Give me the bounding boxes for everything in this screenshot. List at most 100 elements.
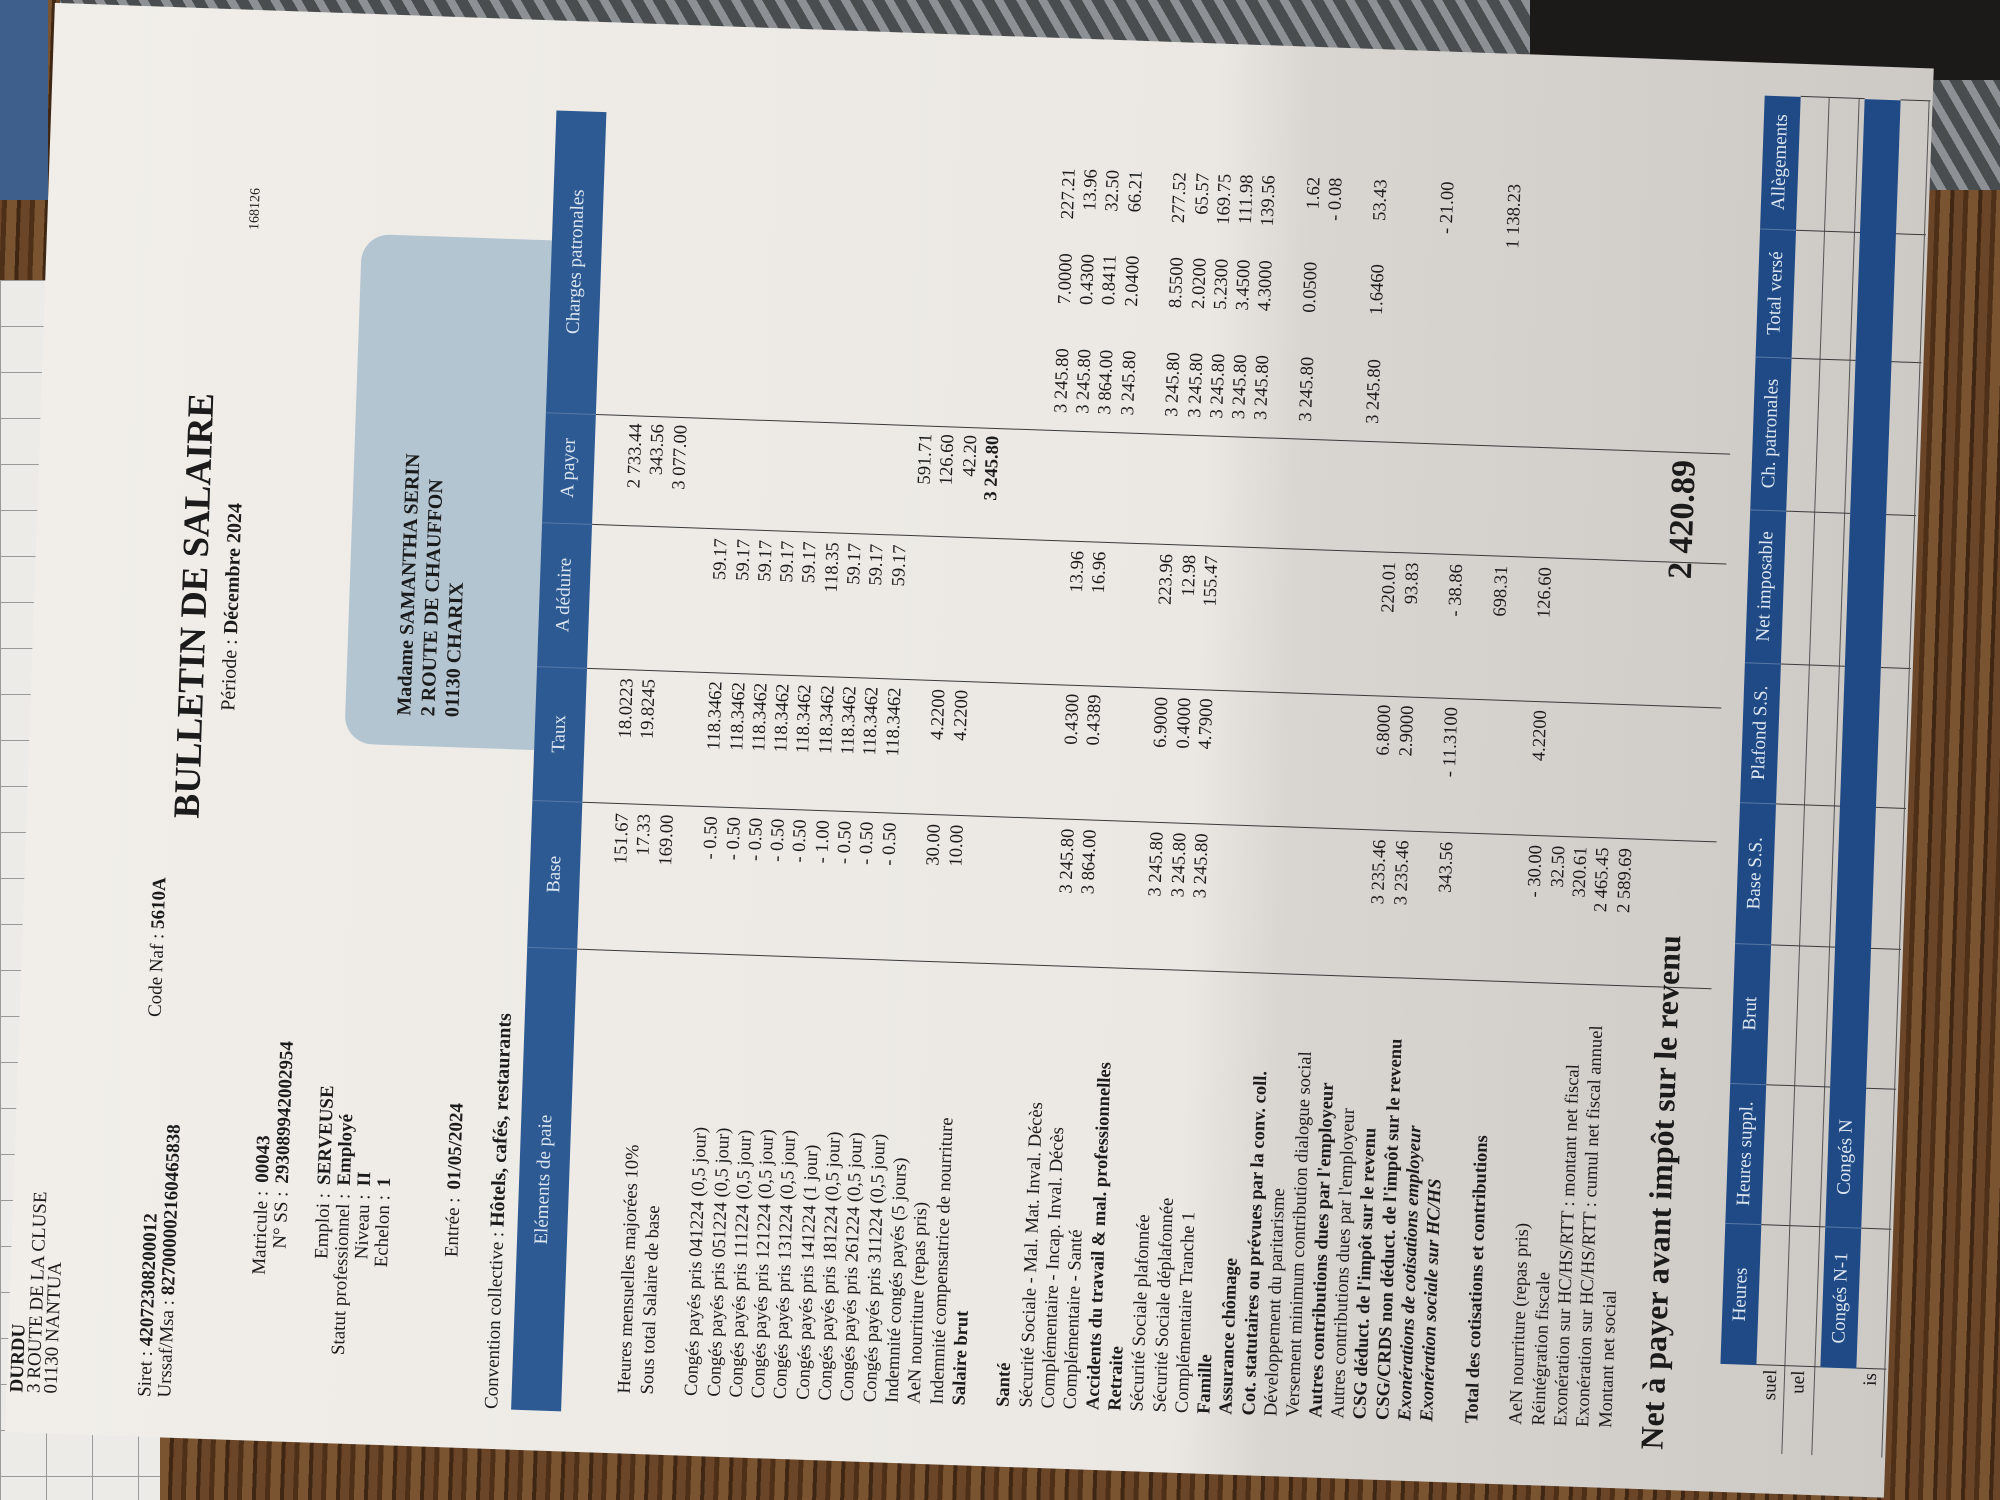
summary-header-heures: Heures (1728, 1267, 1752, 1322)
row-label: Retraite (1105, 1345, 1128, 1412)
summary-header-brut: Brut (1730, 943, 1772, 1086)
deduction-value: 126.60 (1534, 566, 1557, 619)
deduction-value: - 38.86 (1445, 563, 1468, 617)
blue-object (0, 0, 48, 200)
rate-value: 4.2200 (950, 689, 972, 742)
grid-line (1771, 944, 1836, 948)
rate-value: 4.7900 (1195, 698, 1218, 750)
employer-amount-value: 53.43 (1370, 178, 1392, 222)
grid-line (1786, 510, 1851, 514)
rate-value: 118.3462 (882, 687, 906, 757)
conges-row-label: is (1859, 1372, 1882, 1387)
rate-value: 0.4389 (1083, 694, 1106, 746)
summary-header: Heures Heures suppl. Brut Base S.S. Plaf… (1720, 94, 1801, 1366)
grid-line (1886, 514, 1917, 517)
summary-header-plafond-ss: Plafond S.S. (1740, 662, 1781, 805)
grid-line (1761, 1224, 1826, 1228)
header-base: Base (527, 800, 583, 950)
deduction-value: 93.83 (1401, 562, 1423, 605)
summary-header-total-verse: Total versé (1755, 228, 1797, 359)
period-label: Période : (217, 638, 242, 712)
base-value: 3 864.00 (1078, 829, 1101, 895)
naf-label: Code Naf : (144, 933, 169, 1018)
convention-value: Hôtels, cafés, restaurants (486, 1012, 516, 1228)
grid-line (1766, 1084, 1831, 1088)
summary-header-allegements: Allègements (1760, 94, 1801, 231)
grid-line (1796, 229, 1861, 234)
grid-line (1861, 1227, 1892, 1230)
naf-line: Code Naf : 5610A (145, 877, 172, 1018)
employer-amount-value: 1 138.23 (1502, 183, 1526, 250)
grid-line (1870, 947, 1902, 950)
grid-line (1856, 1367, 1887, 1370)
rate-value: 4.2200 (1529, 709, 1552, 762)
base-value: 3 245.80 (1190, 833, 1213, 899)
base-value: 169.00 (655, 814, 678, 866)
conges-header: Congés N-1 Congés N (1820, 99, 1901, 1369)
ss-value: 293089942002954 (271, 1040, 298, 1184)
row-label: Total des cotisations et contributions (1461, 1134, 1492, 1424)
entree-label: Entrée : (441, 1197, 465, 1258)
base-value: - 0.50 (878, 822, 901, 867)
summary-header-heures-suppl: Heures suppl. (1725, 1082, 1767, 1226)
urssaf-line: Urssaf/Msa : 827000002160465838 (154, 1124, 186, 1398)
deduction-value: 16.96 (1089, 551, 1111, 594)
rate-value: 19.8245 (637, 678, 660, 740)
urssaf-value: 827000002160465838 (157, 1123, 185, 1296)
base-value: 343.56 (1435, 841, 1458, 894)
grid-line (1775, 803, 1840, 807)
row-label: Famille (1194, 1353, 1217, 1415)
rate-value: - 11.3100 (1439, 706, 1463, 778)
echelon-value: 1 (373, 1177, 396, 1188)
payment-value: 3 245.80 (980, 435, 1004, 501)
employer-amount-value: - 0.08 (1325, 177, 1347, 222)
company-address-2: 01130 NANTUA (40, 1261, 66, 1394)
employer-amount-value: 66.21 (1124, 170, 1147, 213)
grid-line (1895, 233, 1926, 236)
summary-header-ch-patronales: Ch. patronales (1750, 356, 1792, 512)
summary-header-base-ss: Base S.S. (1735, 802, 1777, 946)
row-label: Salaire brut (949, 1310, 973, 1406)
header-payer: A payer (542, 412, 596, 525)
summary-header-net-imposable: Net imposable (1744, 509, 1787, 665)
convention-line: Convention collective : Hôtels, cafés, r… (480, 1013, 517, 1410)
net-amount: 2 420.89 (1661, 459, 1703, 580)
urssaf-label: Urssaf/Msa : (154, 1299, 179, 1398)
row-label: Montant net social (1595, 1289, 1621, 1429)
grid-line (1891, 361, 1922, 364)
entree-value: 01/05/2024 (443, 1102, 468, 1190)
header-charges: Charges patronales (545, 109, 607, 416)
base-value: 2 589.69 (1613, 847, 1636, 914)
net-label: Net à payer avant impôt sur le revenu (1633, 934, 1688, 1451)
header-elements: Eléments de paie (530, 1114, 557, 1245)
rate-value: 2.9000 (1395, 705, 1418, 757)
convention-label: Convention collective : (481, 1231, 509, 1410)
grid-line (1880, 666, 1911, 670)
employer-amount-value: - 21.00 (1436, 181, 1459, 235)
header-taux: Taux (532, 666, 588, 803)
summary-row-label-mensuel: suel (1759, 1369, 1782, 1401)
base-value: 3 235.46 (1390, 840, 1413, 906)
grid-line (1875, 806, 1906, 809)
employer-amount-value: 139.56 (1258, 175, 1281, 227)
header-deduire: A déduire (537, 522, 593, 669)
document-reference: 168126 (247, 187, 264, 231)
grid-line (1791, 357, 1856, 361)
summary-row-label-annuel: uel (1787, 1370, 1810, 1395)
period-value: Décembre 2024 (219, 502, 247, 635)
grid-line (1756, 1364, 1821, 1368)
payslip-document: DURDU 3 ROUTE DE LA CLUSE 01130 NANTUA S… (5, 2, 1934, 1498)
payment-value: 3 077.00 (668, 424, 692, 491)
recipient-line-3: 01130 CHARIX (441, 581, 468, 718)
base-value: 10.00 (945, 824, 968, 867)
conges-header-n-1: Congés N-1 (1828, 1251, 1853, 1344)
grid-line (1780, 663, 1845, 667)
grid-line (1900, 99, 1931, 102)
grid-line (1800, 95, 1865, 100)
grid-line (1866, 1087, 1897, 1090)
deduction-value: 59.17 (888, 544, 911, 587)
deduction-value: 155.47 (1200, 555, 1223, 607)
deduction-value: 698.31 (1490, 565, 1512, 617)
row-label: Santé (993, 1362, 1016, 1408)
